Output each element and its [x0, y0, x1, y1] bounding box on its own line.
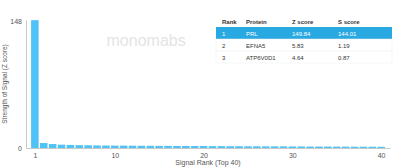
table-cell: PRL — [246, 31, 258, 37]
bar — [31, 20, 39, 148]
table-header: S score — [338, 19, 360, 25]
bar — [84, 145, 92, 148]
table-background — [216, 15, 392, 63]
y-axis: 0 148 — [10, 18, 26, 151]
bar — [120, 146, 128, 148]
bar — [271, 146, 279, 148]
tick-label: 1 — [33, 152, 37, 159]
bar — [262, 146, 270, 148]
chart: monomabs 1 10 20 30 40 0 148 Signal Rank (Top 40… — [0, 0, 400, 168]
bar — [147, 146, 155, 148]
bar — [173, 146, 181, 148]
table-cell: EFNA5 — [246, 43, 266, 49]
table-cell: 1.19 — [338, 43, 350, 49]
bar — [138, 146, 146, 148]
table-header: Protein — [246, 19, 267, 25]
tick-label: 30 — [289, 152, 297, 159]
table-cell: 149.84 — [292, 31, 311, 37]
bar — [360, 147, 368, 148]
bar — [297, 146, 305, 148]
table-header: Z score — [292, 19, 314, 25]
table-cell: 0.87 — [338, 55, 350, 61]
axis-line — [27, 148, 391, 149]
tick: 10 — [111, 148, 119, 159]
tick-label: 0 — [18, 145, 22, 152]
watermark: monomabs — [107, 32, 186, 49]
bar — [191, 146, 199, 148]
bar — [182, 146, 190, 148]
table-row — [216, 39, 392, 51]
bar — [324, 147, 332, 148]
bar — [155, 146, 163, 148]
table-row — [216, 27, 392, 39]
bar — [315, 147, 323, 148]
tick-label: 20 — [200, 152, 208, 159]
table-cell: 144.01 — [338, 31, 357, 37]
tick: 0 — [18, 145, 26, 152]
table-cell: 2 — [222, 43, 226, 49]
bar — [67, 145, 75, 148]
bar — [218, 146, 226, 148]
table-cell: ATP6V0D1 — [246, 55, 276, 61]
bar — [289, 146, 297, 148]
table-row — [216, 51, 392, 63]
bar — [102, 146, 110, 148]
bar — [342, 147, 350, 148]
tick: 20 — [200, 148, 208, 159]
tick-label: 148 — [10, 18, 22, 25]
table-cell: 3 — [222, 55, 226, 61]
bar — [235, 146, 243, 148]
bar — [164, 146, 172, 148]
tick: 40 — [378, 148, 386, 159]
table-cell: 5.83 — [292, 43, 304, 49]
bar — [209, 146, 217, 148]
bar — [377, 147, 385, 148]
bar — [58, 145, 66, 148]
bar — [280, 146, 288, 148]
bar — [49, 144, 57, 148]
y-axis-title: Strength of Signal (Z score) — [1, 44, 9, 123]
tick: 148 — [10, 18, 26, 25]
bar — [129, 146, 137, 148]
bar — [351, 147, 359, 148]
bar — [306, 147, 314, 148]
bar — [40, 143, 48, 148]
bar — [226, 146, 234, 148]
bar — [75, 145, 83, 148]
tick-label: 40 — [378, 152, 386, 159]
axis-line — [26, 21, 27, 149]
table-cell: 4.64 — [292, 55, 304, 61]
table-cell: 1 — [222, 31, 226, 37]
tick: 1 — [33, 148, 37, 159]
x-axis-title: Signal Rank (Top 40) — [175, 159, 240, 167]
bar — [93, 145, 101, 148]
bar — [244, 146, 252, 148]
table-header: Rank — [222, 19, 237, 25]
bar — [253, 146, 261, 148]
tick: 30 — [289, 148, 297, 159]
bar — [368, 147, 376, 148]
bar — [111, 146, 119, 148]
table: Rank Protein Z score S score 1 PRL 149.84 144.0… — [216, 15, 392, 63]
bar — [333, 147, 341, 148]
bar — [200, 146, 208, 148]
tick-label: 10 — [111, 152, 119, 159]
x-axis: 1 10 20 30 40 — [27, 148, 391, 159]
